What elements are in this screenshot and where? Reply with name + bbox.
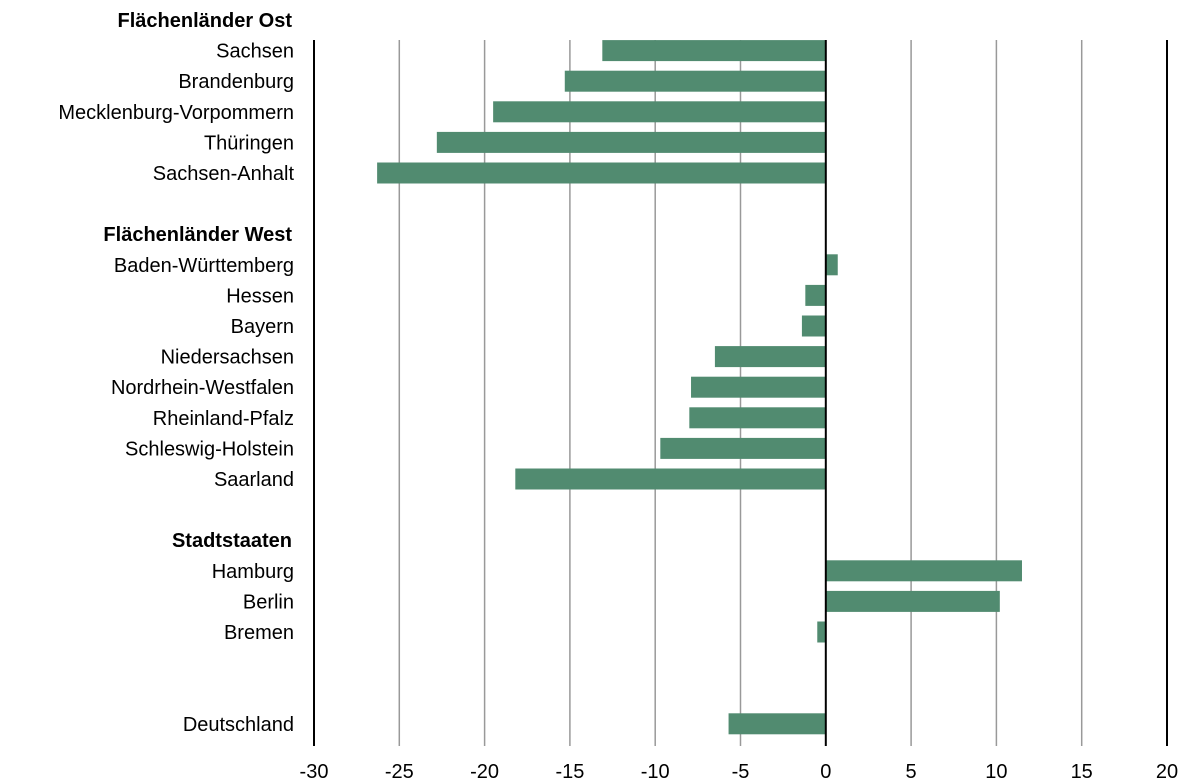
bar <box>493 101 826 123</box>
category-label: Bremen <box>224 622 294 644</box>
category-label: Saarland <box>214 469 294 491</box>
category-label: Mecklenburg-Vorpommern <box>58 102 294 124</box>
bar <box>825 560 1022 582</box>
category-label: Sachsen <box>216 41 294 63</box>
category-label: Bayern <box>231 316 294 338</box>
group-label: Flächenländer Ost <box>118 10 293 32</box>
bars <box>377 40 1022 735</box>
category-label: Berlin <box>243 591 294 613</box>
category-label: Sachsen-Anhalt <box>153 163 295 185</box>
category-label: Rheinland-Pfalz <box>153 408 294 430</box>
bar <box>691 376 826 398</box>
bar <box>377 162 826 184</box>
category-label: Schleswig-Holstein <box>125 438 294 460</box>
tick-label: -15 <box>555 761 584 783</box>
category-labels: Flächenländer Ost Sachsen Brandenburg Meckl… <box>58 10 294 736</box>
bar <box>515 468 826 490</box>
bar <box>801 315 826 337</box>
category-label: Baden-Württemberg <box>114 255 294 277</box>
group-label: Stadtstaaten <box>172 530 292 552</box>
tick-label: -20 <box>470 761 499 783</box>
bar <box>817 621 826 643</box>
category-label: Nordrhein-Westfalen <box>111 377 294 399</box>
category-label: Deutschland <box>183 714 294 736</box>
bar <box>825 590 1000 612</box>
tick-label: 10 <box>985 761 1007 783</box>
bar <box>825 254 838 276</box>
category-label: Thüringen <box>204 132 294 154</box>
tick-labels: -30 -25 -20 -15 -10 -5 0 5 10 15 20 <box>300 761 1179 783</box>
bar <box>728 713 826 735</box>
bar <box>805 284 826 306</box>
tick-label: 20 <box>1156 761 1178 783</box>
tick-label: -10 <box>641 761 670 783</box>
tick-label: -30 <box>300 761 329 783</box>
bar <box>602 40 826 62</box>
tick-label: 5 <box>906 761 917 783</box>
tick-label: -25 <box>385 761 414 783</box>
tick-label: 15 <box>1071 761 1093 783</box>
bar <box>660 437 826 459</box>
bar <box>564 70 826 92</box>
tick-label: -5 <box>732 761 750 783</box>
category-label: Brandenburg <box>178 71 294 93</box>
bar <box>436 131 826 153</box>
bar <box>689 407 826 429</box>
bar <box>714 346 826 368</box>
category-label: Hamburg <box>212 561 294 583</box>
category-label: Hessen <box>226 285 294 307</box>
tick-label: 0 <box>820 761 831 783</box>
category-label: Niedersachsen <box>161 347 294 369</box>
axes <box>313 40 1168 746</box>
group-label: Flächenländer West <box>103 224 292 246</box>
